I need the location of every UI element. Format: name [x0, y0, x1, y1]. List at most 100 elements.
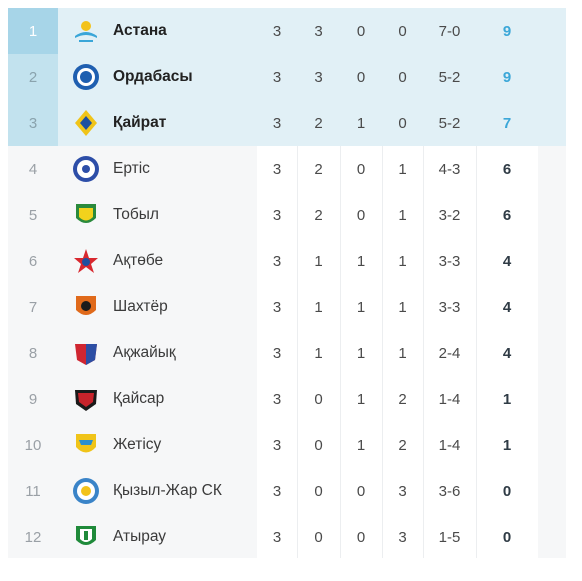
- team-name[interactable]: Жетісу: [113, 436, 162, 453]
- table-row[interactable]: 9 Қайсар 3 0 1 2 1-4 1: [8, 376, 566, 422]
- team-name[interactable]: Ордабасы: [113, 68, 193, 85]
- rank-cell: 1: [8, 8, 58, 54]
- losses-cell: 1: [398, 206, 407, 224]
- draws-cell: 0: [356, 68, 366, 86]
- astana-logo: [66, 8, 106, 54]
- rank-cell: 3: [8, 100, 58, 146]
- team-name[interactable]: Ақжайық: [113, 344, 176, 361]
- games-cell: 3: [272, 298, 282, 316]
- rank-cell: 10: [24, 436, 42, 454]
- table-row[interactable]: 4 Ертіс 3 2 0 1 4-3 6: [8, 146, 566, 192]
- losses-cell: 1: [398, 298, 407, 316]
- aktobe-logo: [66, 238, 106, 284]
- draws-cell: 1: [356, 298, 366, 316]
- draws-cell: 0: [356, 206, 366, 224]
- wins-cell: 2: [314, 114, 323, 132]
- zhetysu-logo: [66, 422, 106, 468]
- goals-cell: 5-2: [438, 114, 461, 132]
- goals-cell: 1-5: [438, 528, 461, 546]
- tobyl-logo: [66, 192, 106, 238]
- standings-table: 1 Астана 3 3 0 0 7-0 9 2 Ордабасы 3 3 0 0 5-2 9 3 Қайрат 3…: [8, 8, 566, 558]
- team-name[interactable]: Қайрат: [113, 114, 167, 131]
- games-cell: 3: [272, 390, 282, 408]
- draws-cell: 1: [356, 390, 366, 408]
- table-row[interactable]: 11 Қызыл-Жар СК 3 0 0 3 3-6 0: [8, 468, 566, 514]
- wins-cell: 3: [314, 22, 323, 40]
- wins-cell: 0: [314, 390, 323, 408]
- table-row[interactable]: 12 Атырау 3 0 0 3 1-5 0: [8, 514, 566, 560]
- wins-cell: 0: [314, 482, 323, 500]
- goals-cell: 1-4: [438, 436, 461, 454]
- games-cell: 3: [272, 436, 282, 454]
- team-name[interactable]: Астана: [113, 22, 167, 39]
- table-row[interactable]: 7 Шахтёр 3 1 1 1 3-3 4: [8, 284, 566, 330]
- atyrau-logo: [66, 514, 106, 560]
- table-row[interactable]: 10 Жетісу 3 0 1 2 1-4 1: [8, 422, 566, 468]
- table-row[interactable]: 8 Ақжайық 3 1 1 1 2-4 4: [8, 330, 566, 376]
- team-name[interactable]: Қызыл-Жар СК: [113, 482, 222, 499]
- table-row[interactable]: 1 Астана 3 3 0 0 7-0 9: [8, 8, 566, 54]
- points-cell: 9: [502, 68, 512, 86]
- rank-cell: 9: [28, 390, 38, 408]
- losses-cell: 1: [398, 344, 407, 362]
- games-cell: 3: [272, 252, 282, 270]
- games-cell: 3: [272, 160, 282, 178]
- column-separator: [297, 146, 298, 558]
- games-cell: 3: [272, 22, 282, 40]
- akzhaiyk-logo: [66, 330, 106, 376]
- team-name[interactable]: Ертіс: [113, 160, 150, 177]
- kaisar-logo: [66, 376, 106, 422]
- wins-cell: 1: [314, 252, 323, 270]
- draws-cell: 1: [356, 436, 366, 454]
- losses-cell: 1: [398, 252, 407, 270]
- losses-cell: 3: [398, 528, 407, 546]
- points-cell: 0: [502, 528, 512, 546]
- rank-cell: 5: [28, 206, 38, 224]
- losses-cell: 0: [398, 22, 407, 40]
- draws-cell: 0: [356, 482, 366, 500]
- table-row[interactable]: 6 Ақтөбе 3 1 1 1 3-3 4: [8, 238, 566, 284]
- column-separator: [476, 146, 477, 558]
- points-cell: 9: [502, 22, 512, 40]
- goals-cell: 5-2: [438, 68, 461, 86]
- goals-cell: 3-2: [438, 206, 461, 224]
- rank-cell: 8: [28, 344, 38, 362]
- points-cell: 0: [502, 482, 512, 500]
- team-name[interactable]: Тобыл: [113, 206, 159, 223]
- draws-cell: 1: [356, 252, 366, 270]
- draws-cell: 1: [356, 344, 366, 362]
- column-separator: [382, 146, 383, 558]
- goals-cell: 3-6: [438, 482, 461, 500]
- rank-cell: 7: [28, 298, 38, 316]
- rank-cell: 2: [8, 54, 58, 100]
- rank-cell: 6: [28, 252, 38, 270]
- wins-cell: 0: [314, 436, 323, 454]
- goals-cell: 7-0: [438, 22, 461, 40]
- draws-cell: 0: [356, 22, 366, 40]
- games-cell: 3: [272, 344, 282, 362]
- team-name[interactable]: Қайсар: [113, 390, 165, 407]
- goals-cell: 1-4: [438, 390, 461, 408]
- table-row[interactable]: 2 Ордабасы 3 3 0 0 5-2 9: [8, 54, 566, 100]
- table-row[interactable]: 5 Тобыл 3 2 0 1 3-2 6: [8, 192, 566, 238]
- team-name[interactable]: Ақтөбе: [113, 252, 164, 269]
- wins-cell: 2: [314, 206, 323, 224]
- games-cell: 3: [272, 68, 282, 86]
- goals-cell: 3-3: [438, 298, 461, 316]
- column-separator: [423, 146, 424, 558]
- points-cell: 1: [502, 390, 512, 408]
- kairat-logo: [66, 100, 106, 146]
- wins-cell: 3: [314, 68, 323, 86]
- shakhter-logo: [66, 284, 106, 330]
- team-name[interactable]: Шахтёр: [113, 298, 168, 315]
- goals-cell: 4-3: [438, 160, 461, 178]
- team-name[interactable]: Атырау: [113, 528, 167, 545]
- points-cell: 7: [502, 114, 512, 132]
- wins-cell: 2: [314, 160, 323, 178]
- games-cell: 3: [272, 528, 282, 546]
- losses-cell: 2: [398, 436, 407, 454]
- wins-cell: 1: [314, 344, 323, 362]
- table-row[interactable]: 3 Қайрат 3 2 1 0 5-2 7: [8, 100, 566, 146]
- points-cell: 4: [502, 252, 512, 270]
- losses-cell: 0: [398, 68, 407, 86]
